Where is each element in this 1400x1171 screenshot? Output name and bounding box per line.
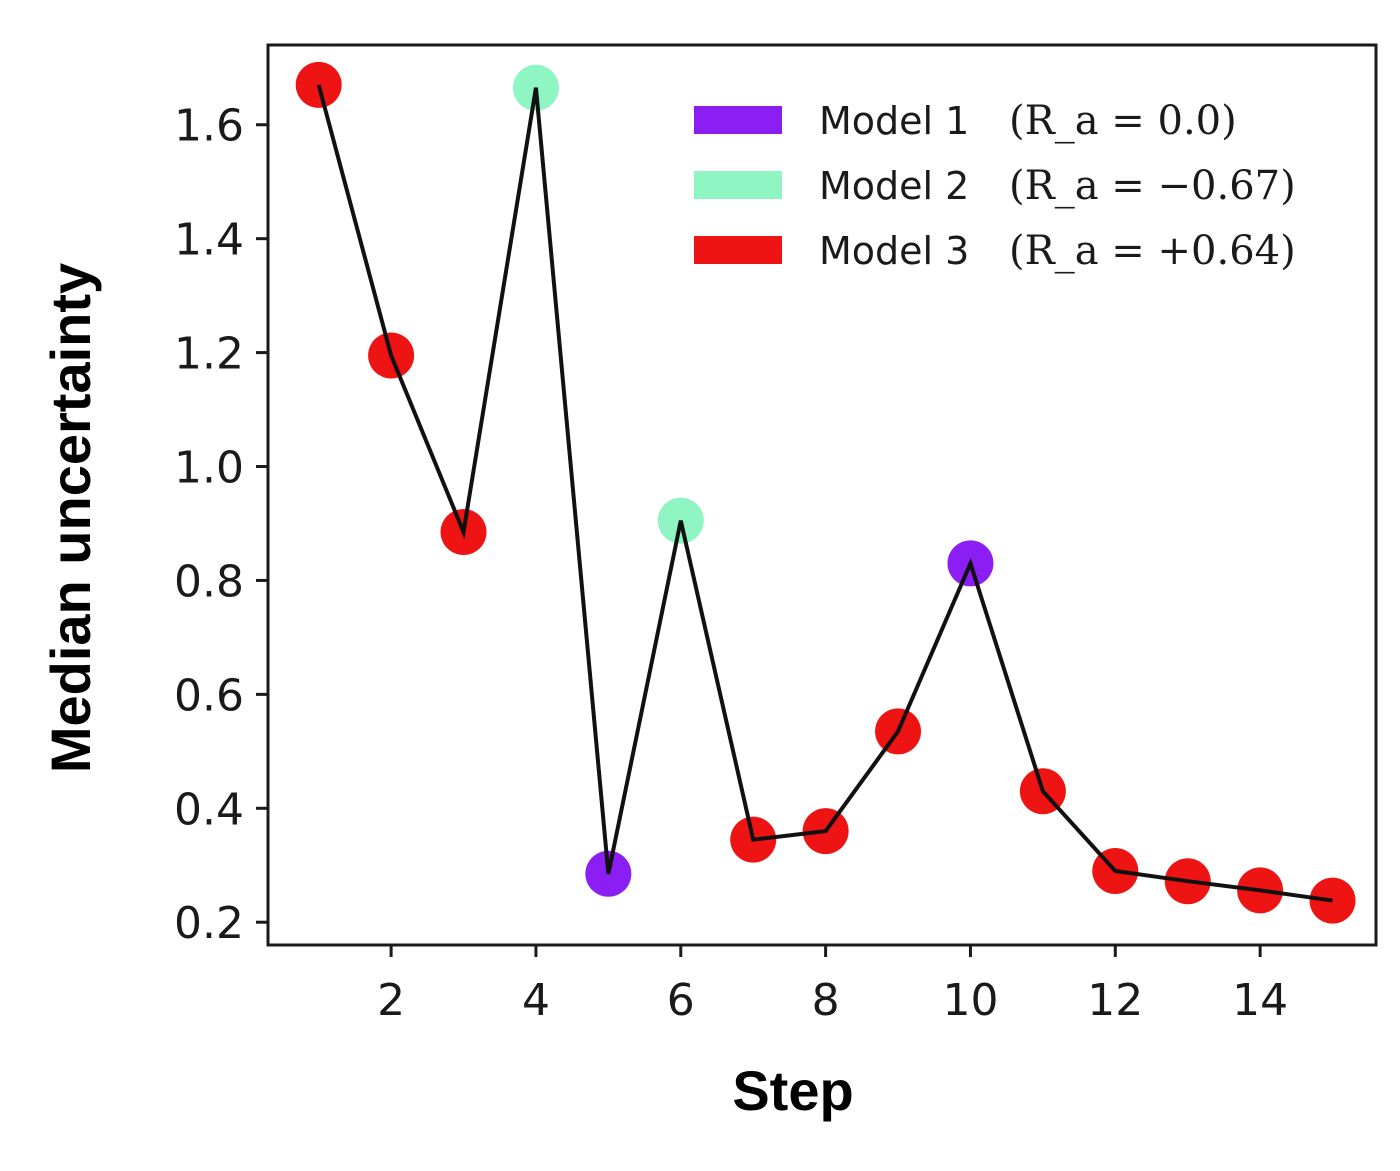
y-axis-title: Median uncertainty [39,263,102,773]
legend-label: Model 2 [819,164,969,208]
x-tick-label: 4 [522,975,550,1026]
legend-item: Model 2 (R_a = −0.67) [694,163,1296,209]
legend-label: Model 3 [819,229,969,273]
legend-item: Model 1 (R_a = 0.0) [694,98,1237,144]
x-tick-label: 10 [942,975,998,1026]
x-axis-title: Step [732,1059,853,1122]
y-tick-label: 1.6 [174,101,244,152]
legend-label: Model 1 [819,99,969,143]
legend-formula: (R_a = +0.64) [1009,228,1296,274]
x-tick-label: 6 [667,975,695,1026]
y-tick-label: 1.4 [174,215,244,266]
x-tick-label: 2 [377,975,405,1026]
legend-swatch [694,236,782,264]
legend: Model 1 (R_a = 0.0)Model 2 (R_a = −0.67)Mo… [694,98,1296,274]
data-points [295,61,1356,924]
y-tick-label: 0.6 [174,670,244,721]
y-tick-label: 0.2 [174,898,244,949]
x-tick-label: 14 [1232,975,1288,1026]
y-tick-label: 1.2 [174,329,244,380]
y-tick-label: 0.8 [174,556,244,607]
y-tick-label: 1.0 [174,443,244,494]
legend-item: Model 3 (R_a = +0.64) [694,228,1296,274]
y-axis: 0.2 0.4 0.6 0.8 1.0 1.2 1.4 1.6 [174,101,268,949]
plot-frame [266,43,1378,947]
legend-swatch [694,171,782,199]
series-line [316,84,1333,903]
legend-formula: (R_a = −0.67) [1009,163,1296,209]
x-tick-label: 8 [812,975,840,1026]
legend-swatch [694,106,782,134]
x-axis: 2 4 6 8 10 12 14 [377,945,1288,1026]
legend-formula: (R_a = 0.0) [1009,98,1237,144]
y-tick-label: 0.4 [174,784,244,835]
x-tick-label: 12 [1087,975,1143,1026]
